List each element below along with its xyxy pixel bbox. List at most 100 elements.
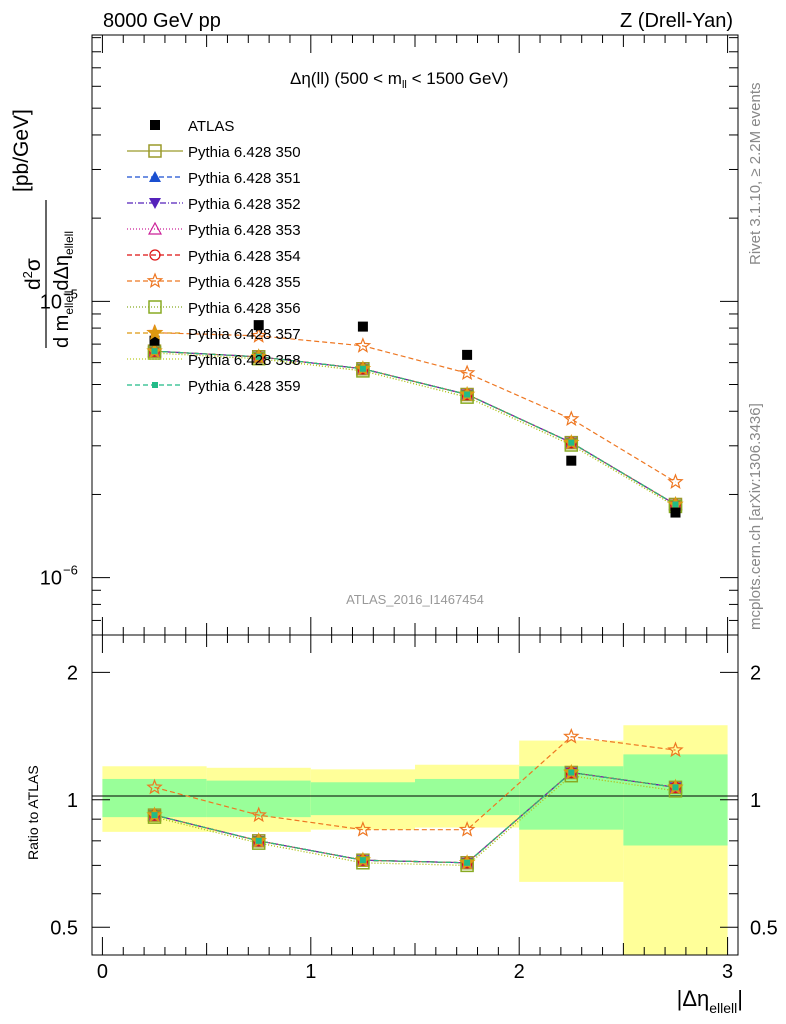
main-series-9-point-5 bbox=[672, 501, 679, 508]
legend-marker-3 bbox=[147, 221, 163, 235]
ratio-y-tick-label-right-2: 2 bbox=[750, 662, 761, 684]
main-y-tick-label-1: 10 bbox=[40, 291, 62, 313]
atlas-data-point-1 bbox=[253, 320, 264, 331]
legend-label-2: Pythia 6.428 352 bbox=[188, 196, 301, 213]
atlas-data-point-3 bbox=[462, 349, 473, 360]
legend-label-6: Pythia 6.428 356 bbox=[188, 300, 301, 317]
ratio-y-tick-label-right-1: 1 bbox=[750, 790, 761, 812]
main-y-axis: 10−610−5 bbox=[40, 37, 738, 621]
y-label-unit: [pb/GeV] bbox=[10, 109, 33, 192]
legend-marker-7 bbox=[146, 324, 164, 341]
legend-marker-0 bbox=[148, 144, 162, 158]
ratio-series-5-point-4 bbox=[562, 727, 580, 744]
ratio-band-green-1 bbox=[206, 780, 311, 818]
main-x-ticks bbox=[101, 35, 729, 635]
main-y-tick-exp-1: −5 bbox=[63, 286, 78, 301]
ratio-series-5-point-2 bbox=[354, 821, 372, 837]
legend-marker-9 bbox=[152, 382, 158, 388]
main-plot-area bbox=[146, 320, 684, 518]
ratio-series-9-point-2 bbox=[359, 857, 366, 864]
ratio-series-5-point-5 bbox=[667, 741, 684, 758]
legend-marker-1 bbox=[149, 171, 161, 182]
legend-marker-2 bbox=[149, 198, 161, 209]
legend-label-4: Pythia 6.428 354 bbox=[188, 248, 301, 265]
main-series-line-3 bbox=[154, 350, 676, 506]
source-label: mcplots.cern.ch [arXiv:1306.3436] bbox=[747, 403, 764, 630]
main-series-line-9 bbox=[154, 350, 676, 506]
ratio-band-green-3 bbox=[415, 778, 520, 816]
legend-label-9: Pythia 6.428 359 bbox=[188, 378, 301, 395]
x-axis-label: |Δηellell| bbox=[677, 986, 743, 1016]
ratio-x-tick-label-3: 3 bbox=[722, 961, 733, 983]
ratio-series-9-point-3 bbox=[464, 859, 471, 866]
main-series-9-point-4 bbox=[568, 439, 575, 446]
ratio-x-tick-label-1: 1 bbox=[305, 961, 316, 983]
main-series-line-1 bbox=[154, 350, 676, 506]
y-label-denominator: d mellelldΔηellell bbox=[51, 231, 76, 348]
ratio-band-green-2 bbox=[310, 782, 415, 816]
analysis-watermark: ATLAS_2016_I1467454 bbox=[346, 592, 484, 607]
plot-title: Δη(ll) (500 < mll < 1500 GeV) bbox=[290, 69, 508, 91]
main-series-line-5 bbox=[154, 332, 676, 483]
legend-marker-5 bbox=[146, 272, 164, 289]
ratio-y-axis: 0.5 0.5 1 1 2 2 bbox=[50, 662, 778, 939]
ratio-y-label: Ratio to ATLAS bbox=[25, 765, 41, 860]
main-series-line-2 bbox=[154, 350, 676, 506]
main-series-5-point-3 bbox=[458, 364, 476, 381]
ratio-plot-area bbox=[146, 727, 684, 873]
ratio-x-axis: 0 1 2 3 bbox=[97, 635, 733, 983]
main-series-line-0 bbox=[154, 350, 676, 506]
ratio-series-line-5 bbox=[154, 735, 676, 831]
main-series-line-7 bbox=[154, 350, 676, 506]
main-series-5-point-2 bbox=[354, 337, 372, 353]
main-y-label: d2σ d mellelldΔηellell [pb/GeV] bbox=[10, 109, 76, 348]
main-series-line-6 bbox=[154, 352, 676, 507]
legend-label-0: Pythia 6.428 350 bbox=[188, 144, 301, 161]
ratio-x-tick-label-2: 2 bbox=[514, 961, 525, 983]
legend-atlas-label: ATLAS bbox=[188, 118, 234, 135]
main-y-tick-exp-0: −6 bbox=[63, 563, 78, 578]
ratio-series-line-9 bbox=[154, 771, 676, 864]
header-energy: 8000 GeV pp bbox=[103, 10, 221, 32]
ratio-y-tick-label-left-0: 0.5 bbox=[50, 917, 78, 939]
ratio-series-9-point-5 bbox=[672, 784, 679, 791]
ratio-series-9-point-1 bbox=[255, 837, 262, 844]
main-panel: 10−610−5 Δη(ll) (500 < mll < 1500 GeV) A… bbox=[10, 34, 739, 636]
legend-label-5: Pythia 6.428 355 bbox=[188, 274, 301, 291]
ratio-y-tick-label-right-0: 0.5 bbox=[750, 917, 778, 939]
legend-label-3: Pythia 6.428 353 bbox=[188, 222, 301, 239]
y-label-numerator: d2σ bbox=[20, 258, 45, 290]
legend-label-7: Pythia 6.428 357 bbox=[188, 326, 301, 343]
main-series-9-point-2 bbox=[359, 365, 366, 372]
legend-label-1: Pythia 6.428 351 bbox=[188, 170, 301, 187]
ratio-panel: 0.5 0.5 1 1 2 2 0 1 2 3 Ratio to ATLAS |Δηellell… bbox=[25, 634, 778, 1016]
header-process: Z (Drell-Yan) bbox=[620, 10, 733, 32]
ratio-series-5-point-3 bbox=[458, 821, 476, 837]
legend: ATLAS Pythia 6.428 350 Pythia 6.428 351 Pyt… bbox=[127, 118, 301, 395]
rivet-version-label: Rivet 3.1.10, ≥ 2.2M events bbox=[747, 83, 764, 266]
ratio-series-5-point-1 bbox=[250, 806, 267, 823]
legend-marker-6 bbox=[148, 300, 162, 314]
main-series-9-point-0 bbox=[151, 348, 158, 355]
main-series-9-point-3 bbox=[464, 391, 471, 398]
main-series-9-point-1 bbox=[255, 353, 262, 360]
ratio-series-9-point-4 bbox=[568, 769, 575, 776]
atlas-data-point-0 bbox=[149, 335, 160, 346]
main-series-line-4 bbox=[154, 350, 676, 506]
atlas-data-point-4 bbox=[566, 455, 577, 466]
ratio-y-tick-label-left-2: 2 bbox=[67, 662, 78, 684]
ratio-band-green-5 bbox=[623, 754, 728, 846]
main-series-line-8 bbox=[154, 352, 676, 507]
legend-atlas-marker bbox=[150, 120, 160, 130]
main-series-5-point-5 bbox=[667, 473, 684, 489]
ratio-series-9-point-0 bbox=[151, 812, 158, 819]
ratio-x-tick-label-0: 0 bbox=[97, 961, 108, 983]
main-y-tick-label-0: 10 bbox=[40, 568, 62, 590]
ratio-uncertainty-bands bbox=[102, 725, 728, 955]
main-series-5-point-1 bbox=[250, 327, 267, 343]
atlas-data-point-2 bbox=[357, 321, 368, 332]
ratio-y-tick-label-left-1: 1 bbox=[67, 790, 78, 812]
legend-label-8: Pythia 6.428 358 bbox=[188, 352, 301, 369]
main-series-5-point-4 bbox=[562, 410, 580, 427]
